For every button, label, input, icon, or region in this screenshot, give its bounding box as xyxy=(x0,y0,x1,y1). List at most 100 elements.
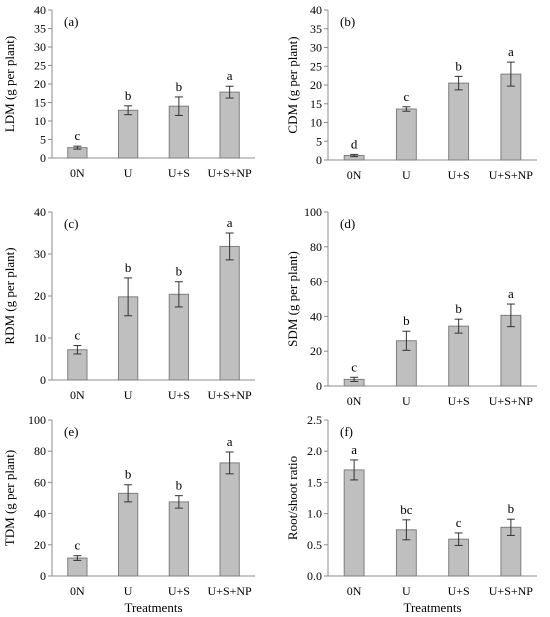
y-tick-label: 0 xyxy=(316,379,322,393)
panel-label: (b) xyxy=(340,14,355,29)
y-tick-label: 10 xyxy=(34,331,46,345)
y-tick-label: 0 xyxy=(40,373,46,387)
y-tick-label: 60 xyxy=(310,275,322,289)
x-tick-label: 0N xyxy=(70,388,85,402)
x-tick-label: 0N xyxy=(70,584,85,598)
significance-letter: c xyxy=(74,128,80,143)
y-tick-label: 15 xyxy=(310,97,322,111)
x-tick-label: U xyxy=(124,584,133,598)
x-tick-label: U+S xyxy=(448,584,470,598)
bar xyxy=(343,469,365,577)
y-tick-label: 40 xyxy=(34,3,46,17)
significance-letter: a xyxy=(227,215,233,230)
significance-letter: b xyxy=(125,88,132,103)
significance-letter: a xyxy=(508,286,514,301)
x-tick-label: U+S xyxy=(448,168,470,182)
bar xyxy=(395,108,417,161)
x-tick-label: U+S xyxy=(168,388,190,402)
y-tick-label: 10 xyxy=(310,116,322,130)
y-tick-label: 1.5 xyxy=(307,475,322,489)
x-tick-label: U+S+NP xyxy=(208,388,253,402)
significance-letter: c xyxy=(74,538,80,553)
x-tick-label: 0N xyxy=(70,166,85,180)
y-tick-label: 80 xyxy=(34,444,46,458)
x-tick-label: U+S xyxy=(448,394,470,408)
y-tick-label: 20 xyxy=(34,538,46,552)
significance-letter: a xyxy=(508,44,514,59)
x-tick-label: U+S+NP xyxy=(208,584,253,598)
x-tick-label: 0N xyxy=(347,168,362,182)
bar xyxy=(448,82,470,161)
x-axis-label: Treatments xyxy=(403,600,461,615)
y-tick-label: 40 xyxy=(310,3,322,17)
y-tick-label: 40 xyxy=(310,309,322,323)
y-tick-label: 25 xyxy=(34,59,46,73)
y-tick-label: 20 xyxy=(310,78,322,92)
panel-label: (a) xyxy=(64,14,78,29)
y-axis-label: LDM (g per plant) xyxy=(2,36,17,132)
y-tick-label: 10 xyxy=(34,114,46,128)
y-tick-label: 60 xyxy=(34,475,46,489)
y-tick-label: 0.0 xyxy=(307,569,322,583)
y-tick-label: 40 xyxy=(34,205,46,219)
x-tick-label: U+S+NP xyxy=(489,168,534,182)
x-tick-label: U+S xyxy=(168,584,190,598)
y-tick-label: 20 xyxy=(34,77,46,91)
significance-letter: b xyxy=(176,264,183,279)
bar xyxy=(168,501,190,577)
y-axis-label: TDM (g per plant) xyxy=(2,450,17,546)
significance-letter: b xyxy=(176,79,183,94)
y-tick-label: 20 xyxy=(310,344,322,358)
panel-label: (d) xyxy=(340,216,355,231)
significance-letter: b xyxy=(455,58,462,73)
panel-label: (e) xyxy=(64,424,78,439)
significance-letter: a xyxy=(227,434,233,449)
x-tick-label: U+S+NP xyxy=(208,166,253,180)
panel-5: 0 20 40 60 80 100 c 0N b Ub U+S a U+S+NP (e) TDM (g pe… xyxy=(2,413,255,615)
significance-letter: c xyxy=(403,89,409,104)
significance-letter: b xyxy=(508,501,515,516)
significance-letter: b xyxy=(176,478,183,493)
bar xyxy=(219,245,240,381)
y-tick-label: 15 xyxy=(34,96,46,110)
significance-letter: b xyxy=(125,467,132,482)
y-tick-label: 0 xyxy=(40,151,46,165)
significance-letter: bc xyxy=(400,502,413,517)
bar xyxy=(117,109,139,159)
y-tick-label: 80 xyxy=(310,240,322,254)
y-tick-label: 2.5 xyxy=(307,413,322,427)
significance-letter: d xyxy=(351,136,358,151)
significance-letter: b xyxy=(125,260,132,275)
x-tick-label: U+S+NP xyxy=(489,394,534,408)
y-tick-label: 100 xyxy=(304,205,322,219)
y-tick-label: 0 xyxy=(316,153,322,167)
significance-letter: c xyxy=(74,328,80,343)
panel-4: 0 20 40 60 80 100 c 0N b Ub U+S a U+S+NP (d) SDM (g pe… xyxy=(285,205,537,408)
significance-letter: b xyxy=(403,313,410,328)
panel-6: 0.0 0.5 1.0 1.5 2.0 2.5 a 0N bc Uc U+S b U+S+NP (f) Ro… xyxy=(285,413,537,615)
panel-3: 0 10 20 30 40 c 0N b Ub U+S a U+S+NP (c) RDM (g per p… xyxy=(2,205,255,402)
y-tick-label: 35 xyxy=(310,22,322,36)
y-tick-label: 30 xyxy=(34,247,46,261)
x-tick-label: 0N xyxy=(347,394,362,408)
y-tick-label: 5 xyxy=(40,133,46,147)
x-tick-label: U xyxy=(402,168,411,182)
panel-label: (c) xyxy=(64,216,78,231)
x-tick-label: U xyxy=(402,394,411,408)
panel-label: (f) xyxy=(340,424,353,439)
bar xyxy=(219,462,240,577)
y-tick-label: 40 xyxy=(34,507,46,521)
y-tick-label: 0 xyxy=(40,569,46,583)
significance-letter: a xyxy=(227,68,233,83)
panel-2: 0 5 10 15 20 25 30 35 40 d 0N c Ub U+S a U+S+NP (b) CDM (… xyxy=(285,3,537,182)
y-tick-label: 5 xyxy=(316,134,322,148)
y-axis-label: Root/shoot ratio xyxy=(285,456,300,540)
x-tick-label: U xyxy=(124,166,133,180)
significance-letter: a xyxy=(351,442,357,457)
y-tick-label: 20 xyxy=(34,289,46,303)
y-axis-label: RDM (g per plant) xyxy=(2,247,17,344)
panel-1: 0 5 10 15 20 25 30 35 40 c 0N b Ub U+S a U+S+NP (a) LDM (… xyxy=(2,3,255,180)
x-tick-label: 0N xyxy=(347,584,362,598)
y-tick-label: 30 xyxy=(34,40,46,54)
significance-letter: b xyxy=(455,301,462,316)
